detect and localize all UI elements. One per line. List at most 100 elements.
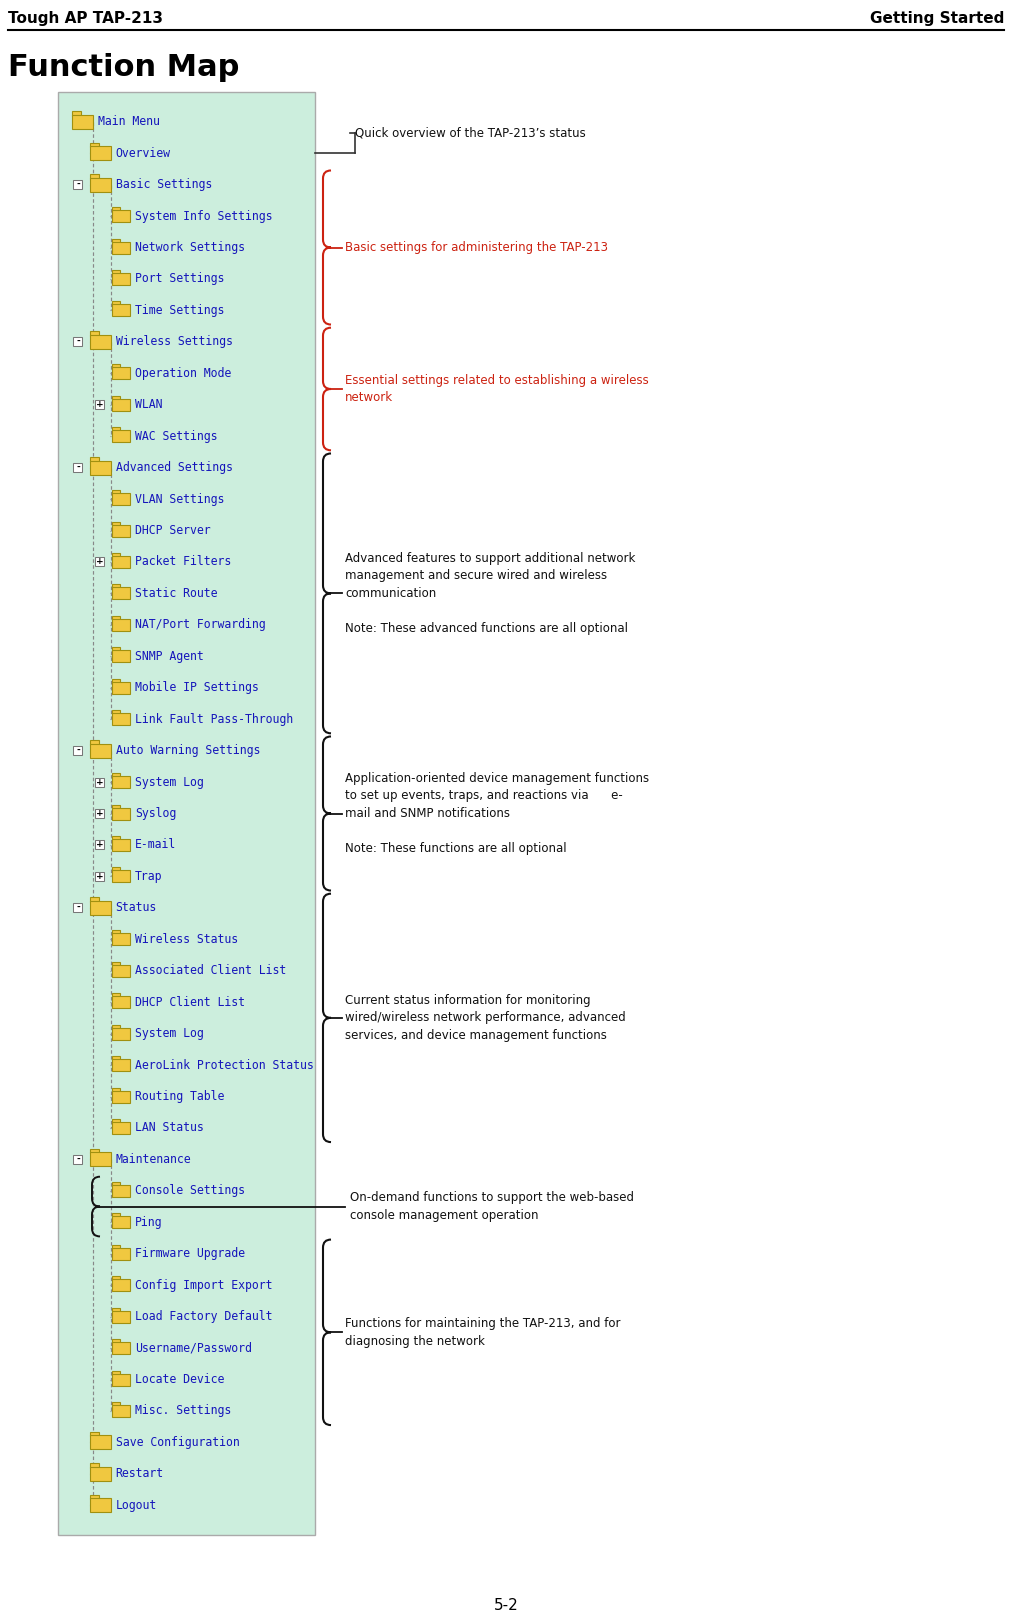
FancyBboxPatch shape xyxy=(112,1405,129,1418)
Text: WAC Settings: WAC Settings xyxy=(134,429,217,442)
FancyBboxPatch shape xyxy=(74,337,83,347)
Text: Mobile IP Settings: Mobile IP Settings xyxy=(134,682,259,695)
FancyBboxPatch shape xyxy=(112,238,120,243)
FancyBboxPatch shape xyxy=(112,679,120,682)
Text: Packet Filters: Packet Filters xyxy=(134,556,232,569)
FancyBboxPatch shape xyxy=(112,399,129,411)
Text: Username/Password: Username/Password xyxy=(134,1341,252,1354)
FancyBboxPatch shape xyxy=(112,585,120,588)
FancyBboxPatch shape xyxy=(112,867,120,872)
FancyBboxPatch shape xyxy=(90,897,99,902)
FancyBboxPatch shape xyxy=(90,178,110,191)
Text: Routing Table: Routing Table xyxy=(134,1090,224,1103)
FancyBboxPatch shape xyxy=(112,1027,129,1040)
FancyBboxPatch shape xyxy=(112,1371,120,1374)
FancyBboxPatch shape xyxy=(112,1340,120,1343)
FancyBboxPatch shape xyxy=(90,1435,110,1450)
Text: Current status information for monitoring
wired/wireless network performance, ad: Current status information for monitorin… xyxy=(345,995,625,1042)
FancyBboxPatch shape xyxy=(112,648,120,651)
FancyBboxPatch shape xyxy=(90,1498,110,1511)
Text: +: + xyxy=(96,872,104,881)
Text: Quick overview of the TAP-213’s status: Quick overview of the TAP-213’s status xyxy=(355,126,585,139)
FancyBboxPatch shape xyxy=(112,993,120,998)
Text: Auto Warning Settings: Auto Warning Settings xyxy=(115,744,260,757)
Text: Restart: Restart xyxy=(115,1468,164,1481)
Text: -: - xyxy=(76,904,80,912)
FancyBboxPatch shape xyxy=(112,1213,120,1217)
Text: DHCP Client List: DHCP Client List xyxy=(134,996,245,1009)
Text: -: - xyxy=(76,337,80,347)
FancyBboxPatch shape xyxy=(90,146,110,160)
FancyBboxPatch shape xyxy=(95,872,104,881)
FancyBboxPatch shape xyxy=(90,457,99,462)
FancyBboxPatch shape xyxy=(74,463,83,471)
Text: DHCP Server: DHCP Server xyxy=(134,523,210,536)
Text: Misc. Settings: Misc. Settings xyxy=(134,1405,232,1418)
FancyBboxPatch shape xyxy=(112,776,129,787)
Text: Associated Client List: Associated Client List xyxy=(134,964,286,977)
FancyBboxPatch shape xyxy=(112,930,120,935)
Text: -: - xyxy=(76,1155,80,1163)
FancyBboxPatch shape xyxy=(112,773,120,778)
FancyBboxPatch shape xyxy=(112,364,120,368)
FancyBboxPatch shape xyxy=(112,552,120,557)
FancyBboxPatch shape xyxy=(112,1056,120,1059)
Text: VLAN Settings: VLAN Settings xyxy=(134,492,224,505)
Text: Trap: Trap xyxy=(134,870,163,883)
FancyBboxPatch shape xyxy=(95,778,104,787)
FancyBboxPatch shape xyxy=(112,996,129,1008)
Text: Main Menu: Main Menu xyxy=(98,115,160,128)
FancyBboxPatch shape xyxy=(112,682,129,693)
FancyBboxPatch shape xyxy=(112,1183,120,1186)
FancyBboxPatch shape xyxy=(90,173,99,178)
FancyBboxPatch shape xyxy=(90,460,110,475)
Text: Link Fault Pass-Through: Link Fault Pass-Through xyxy=(134,713,293,726)
FancyBboxPatch shape xyxy=(112,805,120,808)
Text: LAN Status: LAN Status xyxy=(134,1121,203,1134)
Text: Advanced Settings: Advanced Settings xyxy=(115,462,233,475)
FancyBboxPatch shape xyxy=(74,747,83,755)
FancyBboxPatch shape xyxy=(112,241,129,253)
FancyBboxPatch shape xyxy=(112,525,129,536)
FancyBboxPatch shape xyxy=(112,431,129,442)
FancyBboxPatch shape xyxy=(112,522,120,525)
FancyBboxPatch shape xyxy=(112,428,120,431)
Text: SNMP Agent: SNMP Agent xyxy=(134,650,203,663)
Text: Basic Settings: Basic Settings xyxy=(115,178,211,191)
FancyBboxPatch shape xyxy=(112,1090,129,1103)
FancyBboxPatch shape xyxy=(74,904,83,912)
FancyBboxPatch shape xyxy=(112,807,129,820)
Text: Essential settings related to establishing a wireless
network: Essential settings related to establishi… xyxy=(345,374,648,405)
Text: NAT/Port Forwarding: NAT/Port Forwarding xyxy=(134,619,265,632)
FancyBboxPatch shape xyxy=(112,1374,129,1385)
Text: +: + xyxy=(96,557,104,567)
Text: +: + xyxy=(96,808,104,818)
Text: Getting Started: Getting Started xyxy=(868,10,1003,26)
Text: 5-2: 5-2 xyxy=(493,1597,518,1612)
FancyBboxPatch shape xyxy=(90,1149,99,1153)
Text: WLAN: WLAN xyxy=(134,399,163,411)
Text: -: - xyxy=(76,747,80,755)
Text: Console Settings: Console Settings xyxy=(134,1184,245,1197)
Text: -: - xyxy=(76,463,80,471)
FancyBboxPatch shape xyxy=(112,1307,120,1312)
FancyBboxPatch shape xyxy=(112,650,129,663)
FancyBboxPatch shape xyxy=(72,115,93,128)
Text: Wireless Status: Wireless Status xyxy=(134,933,238,946)
FancyBboxPatch shape xyxy=(112,1087,120,1092)
Text: Maintenance: Maintenance xyxy=(115,1153,191,1166)
FancyBboxPatch shape xyxy=(112,1280,129,1291)
Text: E-mail: E-mail xyxy=(134,839,176,852)
FancyBboxPatch shape xyxy=(90,1463,99,1468)
Text: Operation Mode: Operation Mode xyxy=(134,366,232,379)
Text: +: + xyxy=(96,841,104,849)
FancyBboxPatch shape xyxy=(112,1247,129,1260)
Text: Status: Status xyxy=(115,901,157,914)
Text: Logout: Logout xyxy=(115,1498,157,1511)
FancyBboxPatch shape xyxy=(112,1119,120,1123)
Text: Save Configuration: Save Configuration xyxy=(115,1435,240,1448)
FancyBboxPatch shape xyxy=(112,1244,120,1249)
FancyBboxPatch shape xyxy=(95,557,104,567)
FancyBboxPatch shape xyxy=(112,588,129,599)
FancyBboxPatch shape xyxy=(112,713,129,726)
